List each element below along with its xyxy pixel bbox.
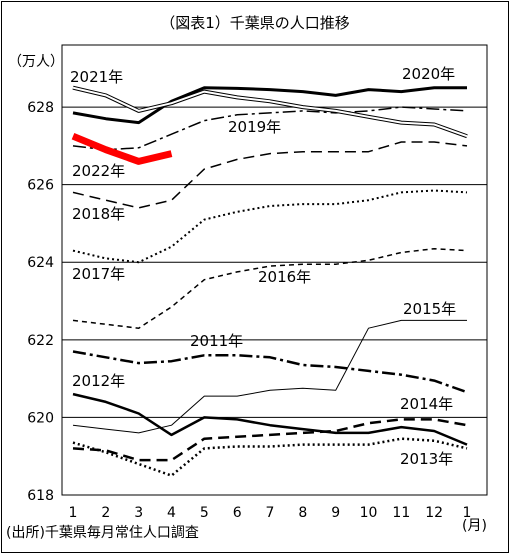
- series-label: 2019年: [228, 118, 281, 136]
- source: (出所)千葉県毎月常住人口調査: [6, 525, 199, 541]
- x-tick-label: 7: [266, 505, 275, 521]
- series-line: [72, 247, 468, 329]
- series-label: 2020年: [402, 65, 455, 83]
- x-tick-label: 12: [425, 505, 443, 521]
- series-line: [72, 86, 467, 125]
- series-label: 2015年: [403, 300, 456, 318]
- series-line: [72, 106, 468, 151]
- y-tick-label: 618: [27, 488, 54, 504]
- chart-title: （図表1）千葉県の人口推移: [160, 14, 350, 32]
- x-tick-label: 8: [298, 505, 307, 521]
- x-tick-label: 11: [392, 505, 410, 521]
- series-label: 2012年: [72, 372, 125, 390]
- x-tick-label: 5: [200, 505, 209, 521]
- x-tick-label: 2: [101, 505, 110, 521]
- x-unit: (月): [462, 518, 487, 534]
- y-unit: （万人）: [8, 54, 64, 70]
- series-label: 2013年: [400, 450, 453, 468]
- y-tick-label: 626: [27, 178, 54, 194]
- x-tick-label: 9: [331, 505, 340, 521]
- series-label: 2017年: [72, 265, 125, 283]
- series-label: 2016年: [258, 268, 311, 286]
- y-tick-label: 628: [27, 100, 54, 116]
- series-line: [72, 189, 468, 264]
- series-line: [72, 141, 468, 209]
- y-tick-label: 622: [27, 333, 54, 349]
- series-label: 2022年: [72, 162, 125, 180]
- series-line-inner: [72, 86, 468, 138]
- x-tick-label: 6: [233, 505, 242, 521]
- y-tick-label: 620: [27, 410, 54, 426]
- series-line: [72, 418, 468, 462]
- x-tick-label: 10: [360, 505, 378, 521]
- series-label: 2011年: [190, 332, 243, 350]
- series-line: [72, 392, 468, 446]
- series-line: [71, 132, 173, 165]
- series-line: [72, 319, 467, 434]
- series-label: 2018年: [72, 205, 125, 223]
- x-tick-label: 1: [69, 505, 78, 521]
- series-label: 2014年: [400, 395, 453, 413]
- y-tick-label: 624: [27, 255, 54, 271]
- x-tick-label: 4: [167, 505, 176, 521]
- series-label: 2021年: [70, 68, 123, 86]
- series-line: [72, 350, 468, 394]
- x-tick-label: 3: [134, 505, 143, 521]
- x-tick-label: 1: [463, 505, 472, 521]
